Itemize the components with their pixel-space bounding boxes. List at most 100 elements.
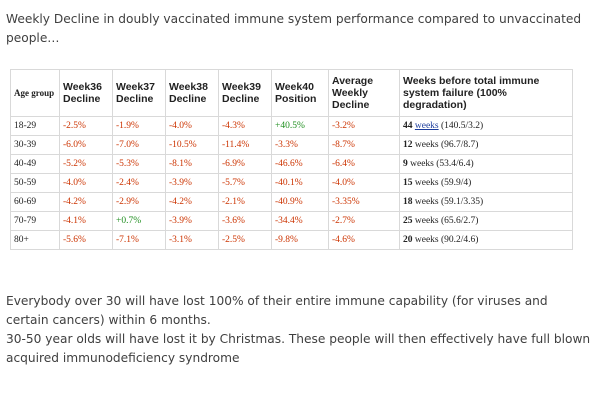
weeks-word: weeks — [414, 178, 439, 188]
table-row: 80+ -5.6% -7.1% -3.1% -2.5% -9.8% -4.6% … — [10, 230, 573, 250]
weeks-calc: (59.9/4) — [441, 178, 472, 188]
weeks-word: weeks — [414, 216, 439, 226]
cell-average: -2.7% — [328, 211, 400, 231]
weeks-calc: (96.7/8.7) — [441, 140, 479, 150]
cell-week39: -11.4% — [218, 135, 272, 155]
cell-week38: -8.1% — [165, 154, 219, 174]
cell-average: -3.2% — [328, 116, 400, 136]
cell-week36: -5.6% — [59, 230, 113, 250]
weeks-link[interactable]: weeks — [414, 121, 439, 131]
cell-weeks-before-failure: 18 weeks (59.1/3.35) — [399, 192, 573, 212]
cell-age: 18-29 — [10, 116, 60, 136]
cell-weeks-before-failure: 12 weeks (96.7/8.7) — [399, 135, 573, 155]
weeks-number: 20 — [403, 235, 413, 245]
cell-week37: -5.3% — [112, 154, 166, 174]
cell-age: 80+ — [10, 230, 60, 250]
cell-week40: -3.3% — [271, 135, 329, 155]
cell-week37: -7.0% — [112, 135, 166, 155]
cell-weeks-before-failure: 9 weeks (53.4/6.4) — [399, 154, 573, 174]
conclusion-paragraph-1: Everybody over 30 will have lost 100% of… — [6, 294, 548, 327]
cell-week37: +0.7% — [112, 211, 166, 231]
cell-average: -4.6% — [328, 230, 400, 250]
header-week40: Week40 Position — [271, 69, 329, 117]
weeks-number: 12 — [403, 140, 413, 150]
cell-week40: -9.8% — [271, 230, 329, 250]
weeks-number: 9 — [403, 159, 408, 169]
cell-week37: -7.1% — [112, 230, 166, 250]
header-age-group: Age group — [10, 69, 60, 117]
weeks-calc: (59.1/3.35) — [441, 197, 484, 207]
weeks-number: 18 — [403, 197, 413, 207]
cell-week36: -6.0% — [59, 135, 113, 155]
cell-age: 30-39 — [10, 135, 60, 155]
table-row: 40-49 -5.2% -5.3% -8.1% -6.9% -46.6% -6.… — [10, 154, 573, 174]
weeks-calc: (53.4/6.4) — [436, 159, 474, 169]
cell-age: 50-59 — [10, 173, 60, 193]
cell-week39: -2.5% — [218, 230, 272, 250]
weeks-word: weeks — [414, 197, 439, 207]
table-row: 50-59 -4.0% -2.4% -3.9% -5.7% -40.1% -4.… — [10, 173, 573, 193]
cell-average: -3.35% — [328, 192, 400, 212]
intro-text: Weekly Decline in doubly vaccinated immu… — [6, 12, 582, 45]
table-header: Age group Week36 Decline Week37 Decline … — [10, 69, 573, 117]
cell-week38: -3.1% — [165, 230, 219, 250]
table-row: 70-79 -4.1% +0.7% -3.9% -3.6% -34.4% -2.… — [10, 211, 573, 231]
decline-table-container: Age group Week36 Decline Week37 Decline … — [10, 69, 573, 250]
cell-week39: -2.1% — [218, 192, 272, 212]
header-week39: Week39 Decline — [218, 69, 272, 117]
cell-week40: -40.9% — [271, 192, 329, 212]
cell-week40: -34.4% — [271, 211, 329, 231]
header-weeks-before-failure: Weeks before total immune system failure… — [399, 69, 573, 117]
cell-week36: -4.2% — [59, 192, 113, 212]
weeks-number: 15 — [403, 178, 413, 188]
header-week37: Week37 Decline — [112, 69, 166, 117]
cell-week38: -10.5% — [165, 135, 219, 155]
cell-average: -6.4% — [328, 154, 400, 174]
cell-age: 40-49 — [10, 154, 60, 174]
cell-week36: -5.2% — [59, 154, 113, 174]
cell-average: -8.7% — [328, 135, 400, 155]
cell-week38: -4.2% — [165, 192, 219, 212]
weeks-calc: (90.2/4.6) — [441, 235, 479, 245]
cell-weeks-before-failure: 25 weeks (65.6/2.7) — [399, 211, 573, 231]
cell-week40: -40.1% — [271, 173, 329, 193]
immune-decline-table: Age group Week36 Decline Week37 Decline … — [10, 69, 573, 250]
cell-week38: -3.9% — [165, 211, 219, 231]
cell-week36: -4.0% — [59, 173, 113, 193]
weeks-calc: (140.5/3.2) — [441, 121, 484, 131]
weeks-word: weeks — [414, 235, 439, 245]
table-body: 18-29 -2.5% -1.9% -4.0% -4.3% +40.5% -3.… — [10, 116, 573, 250]
cell-average: -4.0% — [328, 173, 400, 193]
weeks-number: 25 — [403, 216, 413, 226]
header-week36: Week36 Decline — [59, 69, 113, 117]
table-row: 60-69 -4.2% -2.9% -4.2% -2.1% -40.9% -3.… — [10, 192, 573, 212]
cell-week36: -2.5% — [59, 116, 113, 136]
table-row: 30-39 -6.0% -7.0% -10.5% -11.4% -3.3% -8… — [10, 135, 573, 155]
cell-week37: -2.4% — [112, 173, 166, 193]
conclusion-text: Everybody over 30 will have lost 100% of… — [6, 292, 594, 368]
cell-week38: -4.0% — [165, 116, 219, 136]
header-week38: Week38 Decline — [165, 69, 219, 117]
weeks-number: 44 — [403, 121, 413, 131]
cell-week39: -4.3% — [218, 116, 272, 136]
cell-week39: -5.7% — [218, 173, 272, 193]
cell-weeks-before-failure: 44 weeks (140.5/3.2) — [399, 116, 573, 136]
cell-week36: -4.1% — [59, 211, 113, 231]
cell-weeks-before-failure: 20 weeks (90.2/4.6) — [399, 230, 573, 250]
cell-week37: -2.9% — [112, 192, 166, 212]
cell-week37: -1.9% — [112, 116, 166, 136]
cell-week40: -46.6% — [271, 154, 329, 174]
cell-weeks-before-failure: 15 weeks (59.9/4) — [399, 173, 573, 193]
weeks-calc: (65.6/2.7) — [441, 216, 479, 226]
header-average: Average Weekly Decline — [328, 69, 400, 117]
weeks-word: weeks — [410, 159, 434, 169]
cell-week39: -6.9% — [218, 154, 272, 174]
cell-week39: -3.6% — [218, 211, 272, 231]
header-row: Age group Week36 Decline Week37 Decline … — [10, 69, 573, 117]
weeks-word: weeks — [414, 140, 439, 150]
table-row: 18-29 -2.5% -1.9% -4.0% -4.3% +40.5% -3.… — [10, 116, 573, 136]
cell-age: 70-79 — [10, 211, 60, 231]
cell-week38: -3.9% — [165, 173, 219, 193]
cell-age: 60-69 — [10, 192, 60, 212]
cell-week40: +40.5% — [271, 116, 329, 136]
